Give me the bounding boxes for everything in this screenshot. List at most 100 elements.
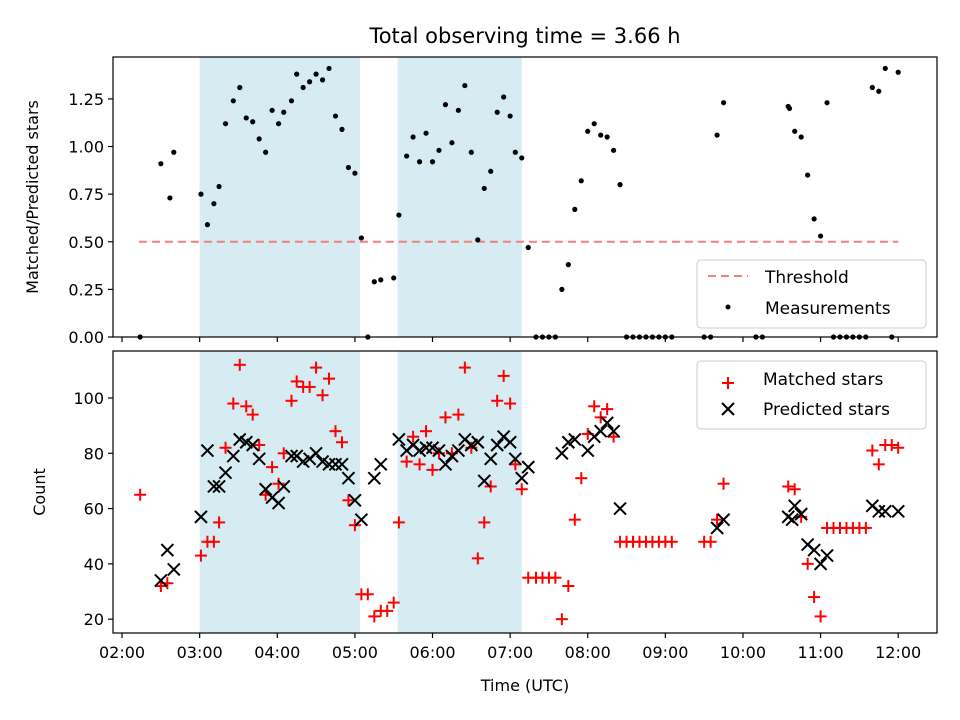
measurement-point [319, 77, 326, 83]
matched-star-point [885, 439, 898, 451]
predicted-star-point [258, 482, 273, 496]
predicted-star-point [710, 521, 724, 535]
legend-predicted-label: Predicted stars [763, 400, 890, 420]
matched-star-point [413, 458, 426, 471]
top-y-ticks: 0.00 0.25 0.50 0.75 1.00 1.25 [68, 90, 113, 347]
matched-star-point [509, 458, 522, 471]
matched-star-point [515, 483, 528, 496]
measurement-point [442, 102, 449, 108]
matched-star-point [233, 358, 246, 371]
matched-star-point [361, 588, 374, 601]
predicted-star-point [794, 507, 808, 521]
predicted-star-point [820, 548, 834, 563]
predicted-star-point [367, 471, 382, 485]
matched-star-point [240, 400, 253, 413]
measurement-point [869, 84, 875, 91]
x-tick-label: 12:00 [875, 643, 921, 662]
matched-star-point [872, 458, 885, 471]
matched-star-point [504, 397, 517, 410]
measurement-point [243, 115, 249, 121]
measurement-point [591, 121, 597, 127]
predicted-star-point [515, 471, 529, 485]
matched-star-point [452, 408, 465, 421]
measurement-point [792, 128, 798, 134]
matched-star-point [227, 397, 240, 410]
bottom-y-tick-label: 40 [84, 555, 104, 574]
measurement-point [396, 212, 402, 218]
measurement-point [171, 149, 177, 155]
top-y-tick-label: 0.50 [68, 233, 104, 252]
x-axis-label: Time (UTC) [480, 676, 569, 695]
top-shaded-regions [199, 57, 522, 337]
matched-star-point [290, 375, 303, 388]
measurement-point [345, 164, 352, 171]
predicted-star-point [226, 449, 241, 463]
bottom-panel: 20 40 60 80 100 02:00 03:00 04:00 05:00 06:00 07:… [30, 350, 938, 695]
matched-star-point [814, 610, 827, 623]
top-legend-box [696, 259, 927, 329]
matched-star-point [368, 610, 381, 623]
legend-matched-swatch [722, 377, 734, 389]
matched-star-point [665, 535, 678, 548]
matched-star-point [213, 516, 226, 529]
matched-star-point [207, 535, 220, 548]
measurement-point [339, 126, 345, 132]
top-shaded-interval-2 [397, 57, 522, 337]
matched-star-point [400, 455, 413, 468]
predicted-star-point [245, 438, 260, 452]
legend-threshold-label: Threshold [764, 268, 849, 288]
matched-star-point [782, 480, 795, 493]
predicted-star-point [788, 499, 802, 513]
matched-star-point [478, 516, 491, 529]
matched-star-point [194, 549, 207, 562]
predicted-star-point [606, 424, 621, 438]
top-panel: 0.00 0.25 0.50 0.75 1.00 1.25 Total observing… [23, 24, 938, 347]
matched-star-point [859, 521, 872, 534]
matched-star-point [801, 557, 814, 570]
bottom-y-ticks: 20 40 60 80 100 [73, 389, 113, 629]
predicted-star-point [878, 504, 892, 519]
measurement-point [449, 140, 455, 146]
top-x-ticks [121, 337, 899, 342]
predicted-star-point [341, 471, 356, 485]
measurement-point [307, 79, 313, 85]
x-tick-label: 04:00 [254, 643, 300, 662]
measurement-point [895, 69, 901, 75]
predicted-star-point [277, 479, 291, 494]
predicted-star-point [200, 443, 215, 458]
measurement-point [455, 107, 461, 113]
matched-star-point [266, 461, 279, 474]
measurement-point [410, 134, 416, 140]
matched-star-point [568, 513, 581, 526]
measurement-point [436, 147, 442, 153]
matched-star-point [458, 361, 471, 374]
predicted-star-point [212, 479, 226, 494]
predicted-star-point [521, 460, 535, 474]
measurement-point [198, 191, 204, 197]
predicted-star-point [477, 474, 491, 488]
matched-star-point [588, 400, 601, 413]
measurement-point [559, 286, 565, 292]
matched-star-point [310, 361, 323, 374]
top-y-tick-label: 0.25 [68, 280, 104, 299]
top-shaded-interval-1 [199, 57, 361, 337]
bottom-shaded-interval-1 [199, 351, 361, 633]
matched-star-point [808, 591, 821, 604]
matched-star-point [329, 425, 342, 438]
x-tick-label: 05:00 [332, 643, 378, 662]
predicted-star-point [593, 424, 608, 438]
matched-star-point [323, 372, 336, 385]
measurement-point [250, 119, 256, 125]
matched-star-point [471, 552, 484, 565]
measurement-point [332, 113, 339, 119]
matched-star-point [607, 430, 620, 443]
measurement-point [565, 262, 571, 268]
predicted-star-point [271, 496, 286, 510]
matched-star-point [420, 425, 433, 438]
matched-star-point [407, 430, 420, 443]
measurement-point [462, 82, 468, 89]
top-y-tick-label: 1.25 [68, 90, 104, 109]
top-y-axis-label: Matched/Predicted stars [23, 100, 42, 294]
x-tick-label: 07:00 [487, 643, 533, 662]
